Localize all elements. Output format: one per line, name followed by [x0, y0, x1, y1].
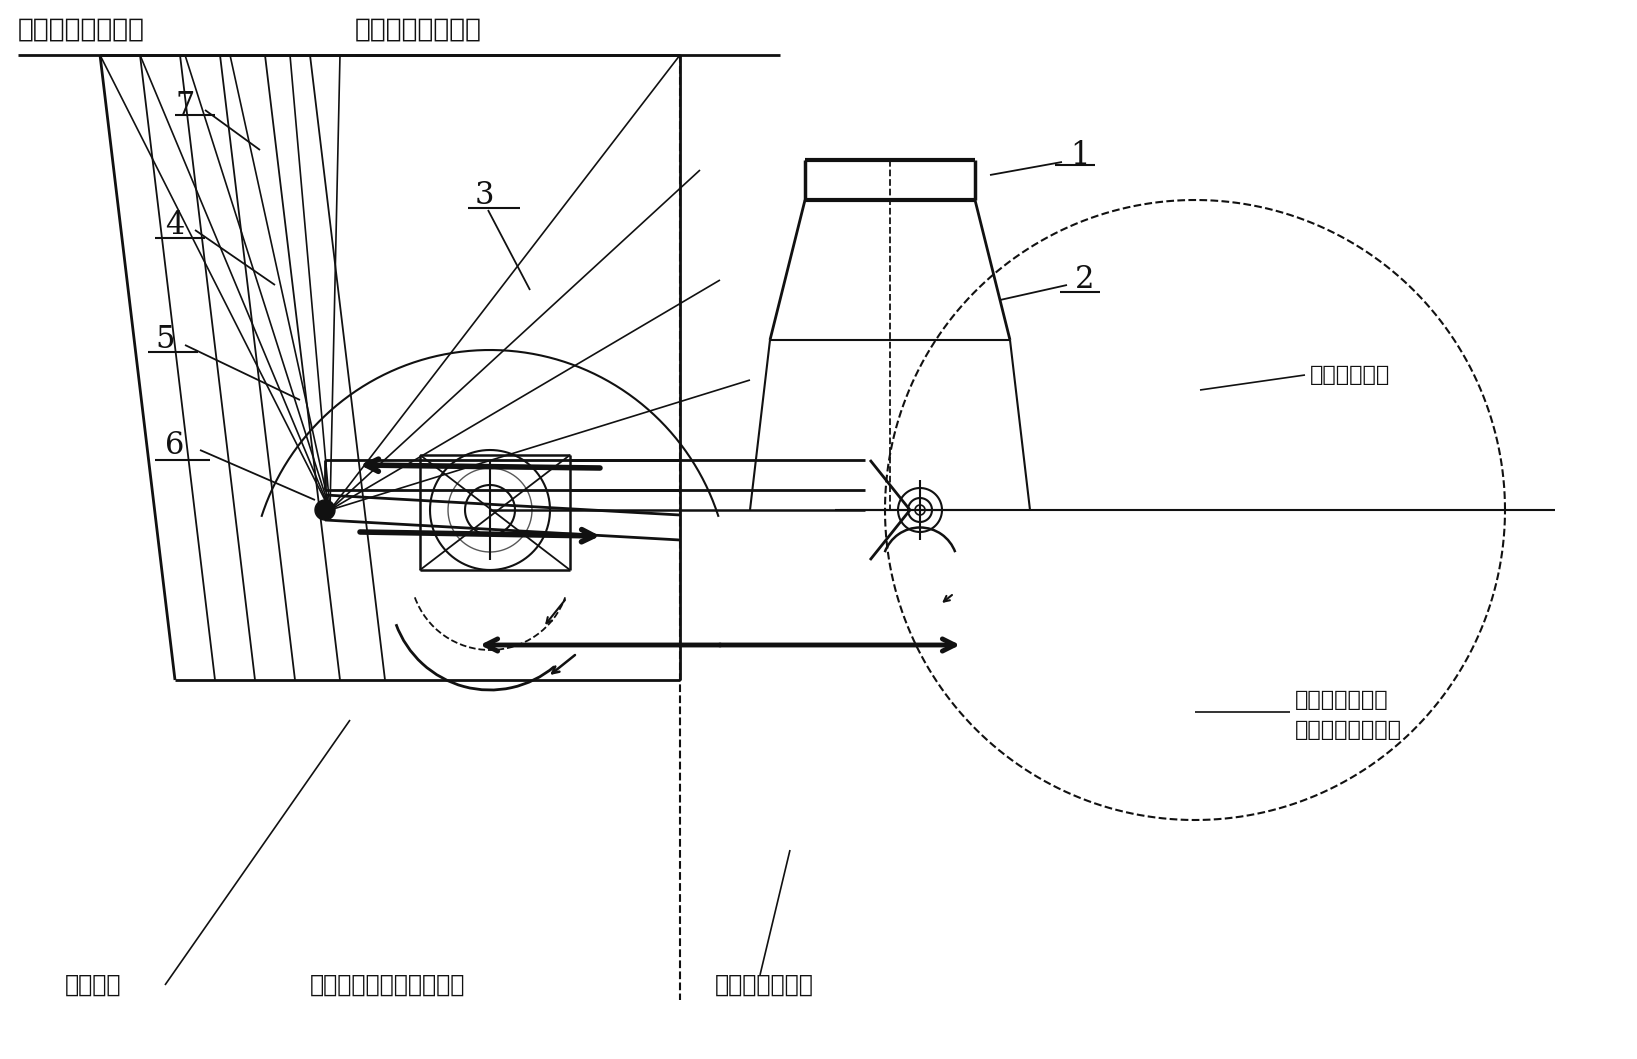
Text: 5: 5: [156, 324, 175, 356]
Polygon shape: [314, 500, 336, 520]
Text: 被磨削工件中心运动轨迹: 被磨削工件中心运动轨迹: [309, 973, 465, 997]
Text: 砂轮回转运动: 砂轮回转运动: [1310, 365, 1390, 385]
Text: 2: 2: [1076, 265, 1095, 295]
Text: 测量装置进出运动: 测量装置进出运动: [18, 17, 146, 43]
Text: 砂轮回转中心及: 砂轮回转中心及: [1295, 690, 1388, 710]
Text: 跟踪摇膇转角位移: 跟踪摇膇转角位移: [355, 17, 481, 43]
Text: 6: 6: [165, 430, 185, 461]
Text: 跟踪运动回转中心: 跟踪运动回转中心: [1295, 720, 1401, 740]
Text: 3: 3: [475, 179, 494, 211]
Text: 1: 1: [1071, 140, 1090, 170]
Text: 砂轮架跟踪运动: 砂轮架跟踪运动: [715, 973, 814, 997]
Text: 4: 4: [165, 210, 185, 240]
Text: 7: 7: [175, 90, 195, 121]
Text: 主轴回转: 主轴回转: [65, 973, 121, 997]
